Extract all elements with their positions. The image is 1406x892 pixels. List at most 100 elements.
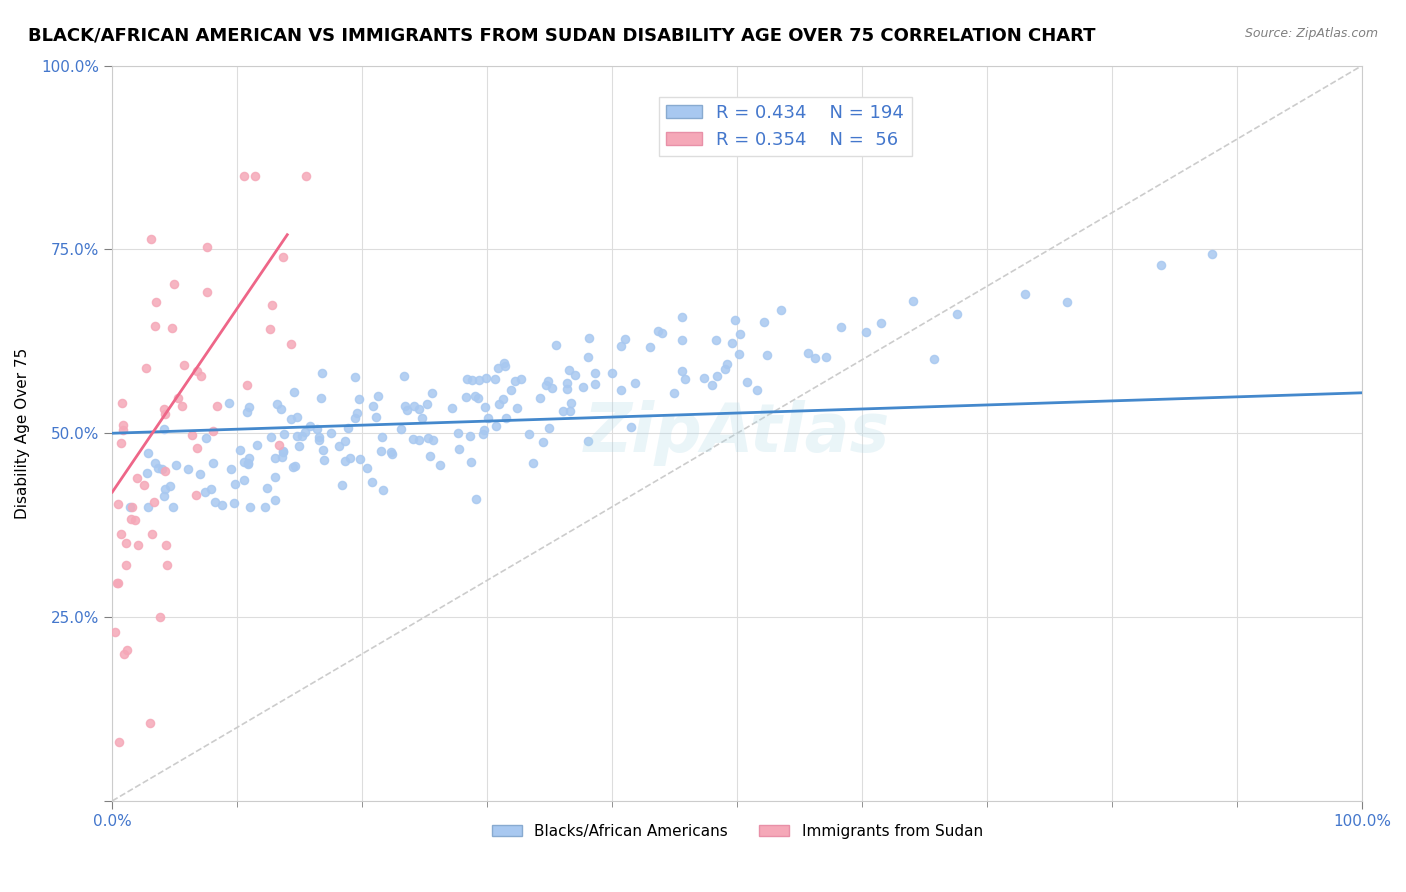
- Point: [299, 419, 322, 434]
- Point: [155, 465, 177, 479]
- Point: [309, 391, 332, 405]
- Point: [472, 423, 495, 437]
- Point: [253, 500, 276, 514]
- Point: [195, 431, 218, 445]
- Point: [314, 453, 336, 467]
- Point: [624, 376, 647, 390]
- Point: [333, 434, 356, 449]
- Point: [143, 456, 166, 470]
- Point: [263, 450, 285, 465]
- Point: [416, 431, 439, 445]
- Point: [269, 438, 291, 452]
- Point: [610, 339, 633, 353]
- Point: [1056, 295, 1078, 310]
- Point: [156, 558, 179, 572]
- Point: [139, 716, 162, 731]
- Point: [186, 364, 208, 378]
- Point: [149, 610, 172, 624]
- Point: [1201, 247, 1223, 261]
- Point: [236, 378, 259, 392]
- Point: [855, 326, 877, 340]
- Point: [112, 648, 135, 662]
- Point: [578, 331, 600, 345]
- Point: [394, 368, 416, 383]
- Point: [177, 462, 200, 476]
- Point: [429, 458, 451, 472]
- Point: [333, 454, 356, 468]
- Point: [486, 361, 509, 376]
- Point: [495, 410, 517, 425]
- Point: [211, 498, 233, 512]
- Point: [716, 357, 738, 371]
- Point: [195, 285, 218, 300]
- Point: [583, 377, 606, 392]
- Point: [647, 324, 669, 338]
- Point: [364, 409, 387, 424]
- Point: [371, 483, 394, 497]
- Point: [754, 315, 776, 329]
- Point: [294, 425, 316, 439]
- Point: [238, 400, 260, 414]
- Point: [165, 458, 187, 472]
- Point: [141, 232, 163, 246]
- Point: [159, 479, 181, 493]
- Point: [232, 169, 254, 183]
- Point: [537, 374, 560, 388]
- Point: [184, 488, 207, 502]
- Point: [264, 470, 287, 484]
- Point: [266, 397, 288, 411]
- Point: [308, 433, 330, 447]
- Point: [120, 500, 142, 514]
- Point: [145, 294, 167, 309]
- Point: [492, 392, 515, 407]
- Point: [160, 320, 183, 334]
- Point: [121, 500, 143, 514]
- Point: [671, 310, 693, 325]
- Point: [706, 369, 728, 384]
- Point: [104, 625, 127, 640]
- Point: [402, 399, 425, 413]
- Point: [370, 444, 392, 458]
- Point: [305, 422, 328, 436]
- Point: [924, 352, 946, 367]
- Point: [344, 411, 367, 425]
- Point: [541, 381, 564, 395]
- Point: [107, 575, 129, 590]
- Point: [538, 421, 561, 435]
- Point: [222, 496, 245, 510]
- Point: [271, 250, 294, 264]
- Point: [475, 370, 498, 384]
- Text: ZipAtlas: ZipAtlas: [583, 401, 890, 467]
- Text: BLACK/AFRICAN AMERICAN VS IMMIGRANTS FROM SUDAN DISABILITY AGE OVER 75 CORRELATI: BLACK/AFRICAN AMERICAN VS IMMIGRANTS FRO…: [28, 27, 1095, 45]
- Point: [477, 410, 499, 425]
- Point: [517, 426, 540, 441]
- Point: [422, 386, 444, 401]
- Point: [380, 445, 402, 459]
- Point: [270, 402, 292, 417]
- Point: [233, 473, 256, 487]
- Point: [501, 383, 523, 397]
- Point: [224, 476, 246, 491]
- Point: [262, 298, 284, 312]
- Point: [675, 372, 697, 386]
- Point: [620, 420, 643, 434]
- Point: [419, 449, 441, 463]
- Point: [367, 389, 389, 403]
- Point: [555, 376, 578, 390]
- Point: [181, 427, 204, 442]
- Point: [162, 500, 184, 514]
- Point: [246, 438, 269, 452]
- Point: [454, 390, 477, 404]
- Point: [1150, 258, 1173, 272]
- Point: [283, 460, 305, 475]
- Point: [553, 404, 575, 418]
- Point: [136, 445, 159, 459]
- Point: [143, 319, 166, 334]
- Point: [509, 372, 531, 386]
- Point: [558, 362, 581, 376]
- Point: [560, 404, 582, 418]
- Point: [339, 450, 361, 465]
- Point: [396, 403, 419, 417]
- Point: [531, 434, 554, 449]
- Point: [1014, 286, 1036, 301]
